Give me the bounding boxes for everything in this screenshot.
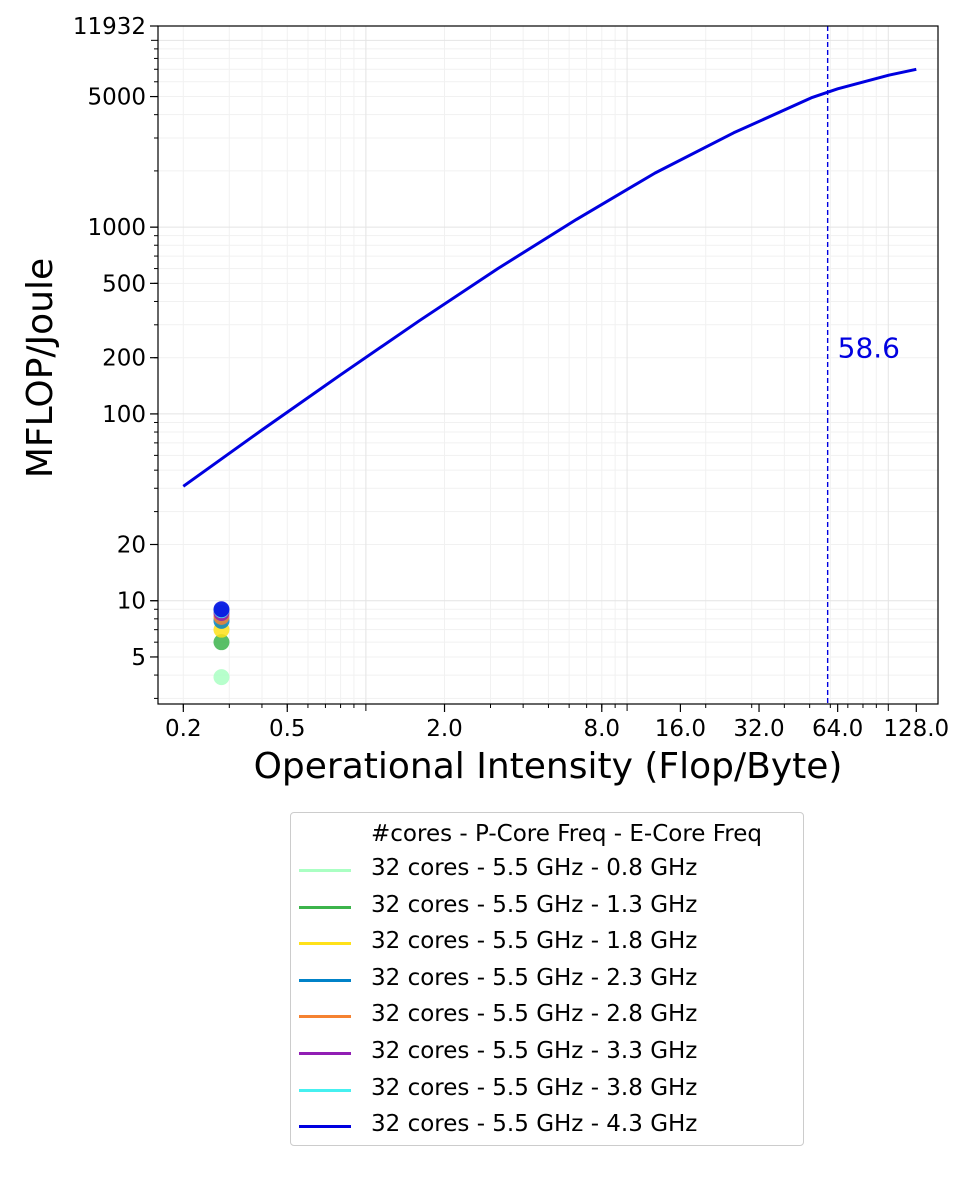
legend-swatch [299,1052,351,1055]
y-axis-title: MFLOP/Joule [20,258,61,478]
chart-marks: 58.6 [182,26,917,704]
y-tick-label: 5 [131,645,146,671]
legend-entry: 32 cores - 5.5 GHz - 2.3 GHz [299,965,799,995]
x-axis-title: Operational Intensity (Flop/Byte) [254,746,843,787]
legend-label: 32 cores - 5.5 GHz - 4.3 GHz [371,1111,698,1138]
legend-entry: 32 cores - 5.5 GHz - 3.8 GHz [299,1075,799,1105]
x-tick-label: 64.0 [812,716,863,742]
roofline-energy-chart: 58.6 0.2 0.5 2.0 8.0 16.0 32.0 64.0 128.0 5 10 20 1… [20,14,949,787]
legend-entry: 32 cores - 5.5 GHz - 0.8 GHz [299,855,799,885]
legend-label: 32 cores - 5.5 GHz - 3.8 GHz [371,1074,698,1101]
x-tick-label: 0.5 [269,716,306,742]
legend-label: 32 cores - 5.5 GHz - 1.8 GHz [371,928,698,955]
y-tick-label: 100 [102,402,146,428]
legend-label: 32 cores - 5.5 GHz - 3.3 GHz [371,1038,698,1064]
legend-entry: 32 cores - 5.5 GHz - 1.8 GHz [299,928,799,958]
legend-label: 32 cores - 5.5 GHz - 1.3 GHz [371,891,698,918]
legend: #cores - P-Core Freq - E-Core Freq 32 co… [290,812,804,1146]
y-tick-label: 11932 [73,14,146,40]
legend-label: 32 cores - 5.5 GHz - 2.8 GHz [371,1001,698,1028]
legend-entry: 32 cores - 5.5 GHz - 4.3 GHz [299,1111,799,1141]
x-tick-label: 2.0 [426,716,463,742]
x-tick-label: 16.0 [655,716,706,742]
legend-swatch [299,978,351,982]
x-tick-label: 128.0 [883,716,949,742]
x-tick-label: 32.0 [733,716,784,742]
data-point [213,634,230,651]
y-tick-label: 5000 [87,85,146,111]
legend-label: 32 cores - 5.5 GHz - 0.8 GHz [371,855,698,881]
y-tick-label: 1000 [87,215,146,241]
x-tick-label: 8.0 [583,716,620,742]
data-point [213,601,230,618]
y-tick-label: 500 [102,271,146,297]
legend-label: 32 cores - 5.5 GHz - 2.3 GHz [371,964,698,991]
axis-ticks: 0.2 0.5 2.0 8.0 16.0 32.0 64.0 128.0 5 10 20 100 200… [73,14,949,742]
legend-swatch [299,905,351,909]
legend-swatch [299,1088,351,1092]
legend-swatch [299,869,351,872]
y-tick-label: 20 [117,532,146,558]
legend-entry: 32 cores - 5.5 GHz - 3.3 GHz [299,1038,799,1068]
y-tick-label: 200 [102,346,146,372]
legend-swatch [299,1125,351,1129]
minor-grid [158,26,938,704]
x-tick-label: 0.2 [165,716,202,742]
legend-swatch [299,942,351,946]
legend-entry: 32 cores - 5.5 GHz - 2.8 GHz [299,1001,799,1031]
y-tick-label: 10 [117,589,146,615]
ridge-point-label: 58.6 [838,332,900,365]
data-point [213,669,230,686]
major-grid [158,26,938,704]
legend-swatch [299,1015,351,1019]
legend-entry: 32 cores - 5.5 GHz - 1.3 GHz [299,892,799,922]
legend-title: #cores - P-Core Freq - E-Core Freq [371,821,763,847]
roofline-curve [182,67,917,488]
